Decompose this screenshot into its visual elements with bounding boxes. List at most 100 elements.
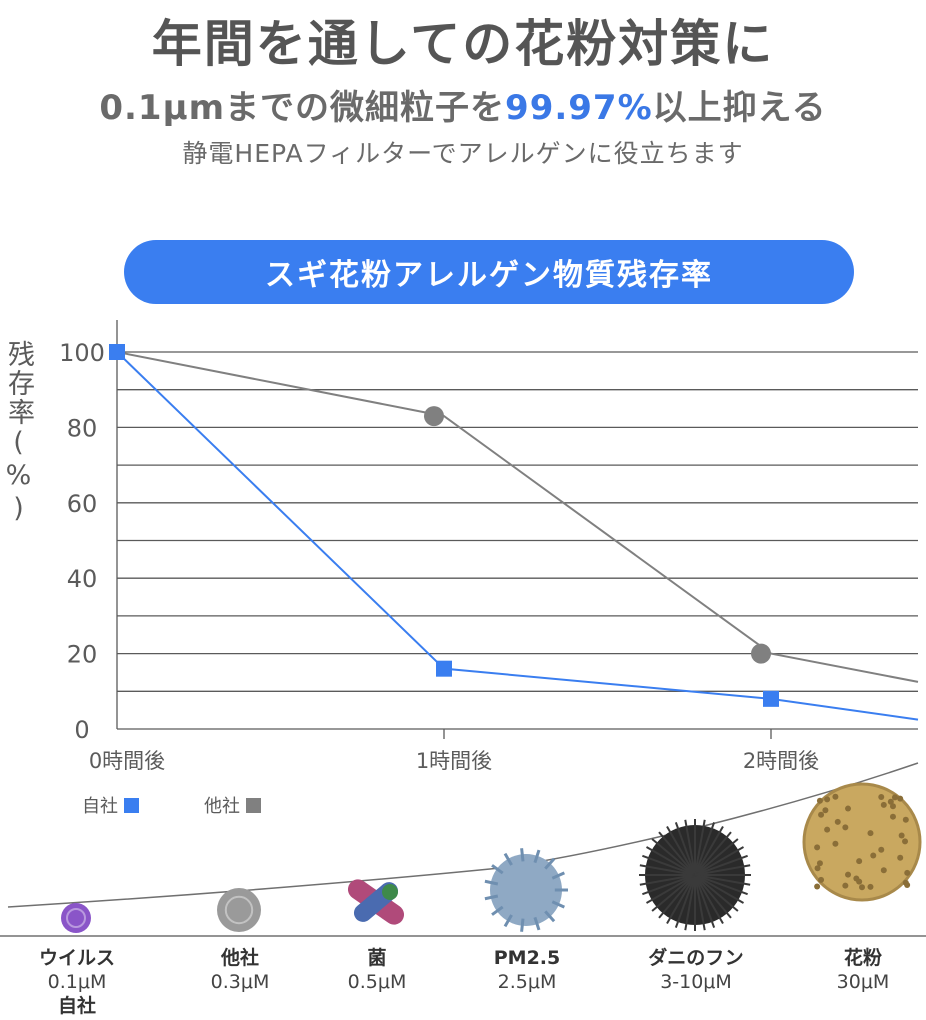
pollen-icon: [804, 784, 920, 900]
mite-fiber: [674, 822, 696, 876]
mite-fiber: [694, 874, 716, 928]
mite-fiber: [694, 846, 744, 876]
pollen-pit: [814, 865, 821, 872]
pollen-pit: [856, 878, 863, 885]
pollen-pit: [898, 832, 905, 839]
particle-label: 他社 0.3μM: [175, 946, 305, 994]
mite-fiber: [694, 874, 751, 886]
mite-fiber: [642, 874, 696, 896]
mite-fiber: [642, 854, 696, 876]
virus-icon: [61, 903, 91, 933]
mite-fiber: [694, 874, 724, 924]
series-line-self: [116, 351, 919, 721]
legend-item-other: 他社: [204, 792, 261, 818]
pm25-spike: [503, 852, 513, 866]
particle-name: PM2.5: [493, 947, 561, 969]
pollen-pit: [897, 854, 904, 861]
pollen-pit: [824, 826, 831, 833]
y-tick-label: 20: [67, 641, 98, 669]
subtitle: 0.1μmまでの微細粒子を99.97%以上抑える: [0, 80, 926, 129]
particle-label: PM2.5 2.5μM: [462, 946, 592, 994]
tagline: 静電HEPAフィルターでアレルゲンに役立ちます: [182, 139, 744, 168]
page-title: 年間を通しての花粉対策に: [151, 15, 775, 73]
pollen-pit: [904, 869, 911, 876]
particle-size: 0.1μM: [47, 971, 107, 993]
x-tick-label: 1時間後: [416, 749, 492, 773]
pollen-pit: [824, 796, 831, 803]
mite-fiber: [646, 874, 696, 904]
pollen-pit: [887, 798, 894, 805]
pollen-pit: [842, 824, 849, 831]
mite-fiber: [684, 819, 696, 876]
pm25-icon: [490, 854, 562, 926]
particle-label: 花粉 30μM: [798, 946, 926, 994]
mite-fiber: [646, 846, 696, 876]
mite-fiber: [694, 831, 732, 876]
y-tick-label: 0: [74, 716, 89, 744]
pollen-pit: [891, 794, 898, 801]
pollen-pit: [856, 858, 863, 865]
legend-label-self: 自社: [82, 796, 118, 817]
y-tick-label: 100: [59, 339, 105, 367]
particle-size: 30μM: [836, 971, 890, 993]
pollen-pit: [889, 813, 896, 820]
pollen-pit: [816, 797, 823, 804]
pollen-pit: [845, 805, 852, 812]
particle-name: 花粉: [843, 947, 882, 969]
mite-fiber: [694, 854, 748, 876]
mite-fiber: [674, 874, 696, 928]
legend-item-self: 自社: [82, 792, 139, 818]
pollen-pit: [902, 838, 909, 845]
particle-name: 菌: [367, 947, 387, 969]
mite-fiber: [694, 874, 732, 919]
pollen-pit: [897, 795, 904, 802]
pm25-spike: [520, 918, 525, 932]
mite-fiber: [666, 874, 696, 924]
mite-fiber: [694, 874, 748, 896]
pollen-pit: [832, 840, 839, 847]
pm25-spike: [544, 910, 556, 923]
mite-fiber: [694, 864, 751, 876]
y-tick-label: 60: [67, 490, 98, 518]
pm25-spike: [503, 914, 513, 928]
pollen-pit: [889, 803, 896, 810]
mite-fiber: [694, 874, 744, 904]
pm25-spike: [484, 879, 499, 886]
particle-size-curve: [7, 762, 919, 908]
pm25-spike: [520, 848, 525, 862]
particle-note: 自社: [57, 995, 96, 1017]
mite-fiber: [694, 826, 724, 876]
pm25-spike: [544, 857, 556, 870]
virus-icon-texture: [66, 908, 86, 928]
y-tick-label: 80: [67, 414, 98, 442]
pm25-spike: [533, 916, 541, 931]
pm25-spike: [491, 905, 504, 916]
pollen-pit: [818, 876, 825, 883]
pollen-pit: [867, 883, 874, 890]
mite-fiber: [694, 819, 706, 876]
mite-fiber: [658, 831, 696, 876]
mite-fiber: [666, 826, 696, 876]
legend-swatch-other: [246, 797, 261, 813]
pollen-pit: [870, 852, 877, 859]
pollen-pit: [832, 793, 839, 800]
particle-size: 2.5μM: [497, 971, 557, 993]
x-tick-label: 2時間後: [743, 749, 819, 773]
mite-fiber: [694, 874, 706, 931]
particle-size: 0.5μM: [347, 971, 407, 993]
particle-label: 菌 0.5μM: [312, 946, 442, 994]
particle-name: ウイルス: [38, 947, 115, 969]
y-tick-label: 40: [67, 565, 98, 593]
mite-fiber: [651, 838, 696, 876]
pollen-pit: [880, 867, 887, 874]
mite-fiber: [639, 864, 696, 876]
pollen-pit: [902, 816, 909, 823]
pollen-pit: [845, 871, 852, 878]
subtitle-suffix: 以上抑える: [652, 88, 827, 128]
data-point-self: [763, 690, 779, 707]
pm25-spike: [484, 894, 499, 901]
pm25-spike: [491, 864, 504, 875]
pm25-spike: [533, 849, 541, 864]
mite-fiber: [651, 874, 696, 912]
